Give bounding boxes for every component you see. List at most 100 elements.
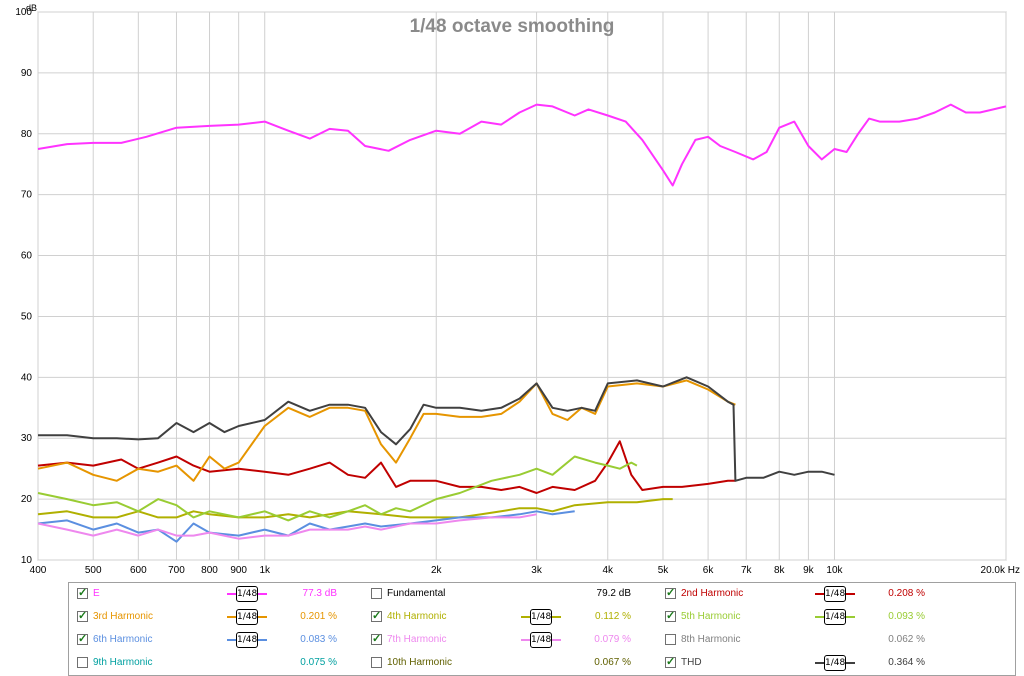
smoothing-label: 1/48	[824, 609, 846, 625]
legend-value: 0.067 %	[594, 657, 631, 668]
x-tick-label: 6k	[703, 565, 715, 576]
series-line-7th-harmonic	[37, 513, 537, 540]
distortion-chart: 10 20 30 40 50 60 70 80 90 100 400 500 600 700 800 900 1…	[15, 3, 1020, 576]
legend-checkbox-9th-harmonic[interactable]	[77, 657, 88, 668]
x-tick-label: 20.0k Hz	[981, 565, 1020, 576]
legend-checkbox-10th-harmonic[interactable]	[371, 657, 382, 668]
legend-smoothing-button[interactable]: 1/48	[227, 609, 267, 625]
y-tick-label: 10	[21, 555, 33, 566]
y-tick-label: 80	[21, 129, 33, 140]
x-tick-label: 3k	[531, 565, 543, 576]
legend-label: 10th Harmonic	[387, 657, 453, 668]
legend-item: 9th Harmonic 0.075 %	[77, 655, 363, 673]
x-tick-label: 400	[30, 565, 47, 576]
y-tick-label: 100	[15, 7, 32, 18]
smoothing-label: 1/48	[824, 655, 846, 671]
y-tick-label: 40	[21, 372, 33, 383]
legend-value: 0.079 %	[594, 634, 631, 645]
legend-value: 77.3 dB	[302, 588, 337, 599]
legend-smoothing-button[interactable]: 1/48	[521, 609, 561, 625]
legend-item: ✓ 7th Harmonic 1/48 0.079 %	[371, 632, 657, 650]
y-tick-label: 60	[21, 251, 33, 262]
legend-item: ✓ 3rd Harmonic 1/48 0.201 %	[77, 609, 363, 627]
legend-item: 8th Harmonic 0.062 %	[665, 632, 951, 650]
legend-value: 79.2 dB	[596, 588, 631, 599]
series-line-3rd-harmonic	[37, 379, 736, 482]
legend-checkbox-fundamental[interactable]	[371, 588, 382, 599]
legend-label: 8th Harmonic	[681, 634, 741, 645]
x-tick-label: 700	[168, 565, 185, 576]
legend-item: 10th Harmonic 0.067 %	[371, 655, 657, 673]
x-tick-label: 800	[201, 565, 218, 576]
legend-label: E	[93, 588, 100, 599]
legend-checkbox-4th-harmonic[interactable]: ✓	[371, 610, 382, 622]
legend-label: 2nd Harmonic	[681, 588, 744, 599]
smoothing-label: 1/48	[824, 586, 846, 602]
legend-label: 4th Harmonic	[387, 611, 447, 622]
legend-label: 6th Harmonic	[93, 634, 153, 645]
x-tick-label: 8k	[774, 565, 786, 576]
series-line-2nd-harmonic	[37, 440, 736, 494]
x-tick-label: 2k	[431, 565, 443, 576]
smoothing-label: 1/48	[236, 609, 258, 625]
legend-checkbox-8th-harmonic[interactable]	[665, 634, 676, 645]
legend-value: 0.364 %	[888, 657, 925, 668]
legend-value: 0.201 %	[300, 611, 337, 622]
legend-checkbox-7th-harmonic[interactable]: ✓	[371, 633, 382, 645]
legend-item: ✓ 2nd Harmonic 1/48 0.208 %	[665, 586, 951, 604]
y-tick-label: 30	[21, 433, 33, 444]
x-tick-label: 9k	[803, 565, 815, 576]
x-tick-label: 500	[85, 565, 102, 576]
legend-smoothing-button[interactable]: 1/48	[227, 632, 267, 648]
legend-checkbox-5th-harmonic[interactable]: ✓	[665, 610, 676, 622]
legend-label: 9th Harmonic	[93, 657, 153, 668]
x-tick-label: 900	[230, 565, 247, 576]
legend-item: ✓ E 1/48 77.3 dB	[77, 586, 363, 604]
y-tick-label: 70	[21, 190, 33, 201]
legend-checkbox-2nd-harmonic[interactable]: ✓	[665, 587, 676, 599]
x-tick-label: 10k	[826, 565, 843, 576]
y-axis-unit: dB	[26, 3, 37, 13]
legend-checkbox-e[interactable]: ✓	[77, 587, 88, 599]
legend-item: ✓ THD 1/48 0.364 %	[665, 655, 951, 673]
legend-checkbox-6th-harmonic[interactable]: ✓	[77, 633, 88, 645]
legend-value: 0.208 %	[888, 588, 925, 599]
smoothing-label: 1/48	[530, 632, 552, 648]
series-group	[37, 103, 1007, 543]
legend-item: ✓ 5th Harmonic 1/48 0.093 %	[665, 609, 951, 627]
legend-smoothing-button[interactable]: 1/48	[815, 609, 855, 625]
axes: 10 20 30 40 50 60 70 80 90 100 400 500 600 700 800 900 1…	[15, 7, 1020, 576]
chart-title: 1/48 octave smoothing	[410, 16, 615, 37]
legend-smoothing-button[interactable]: 1/48	[521, 632, 561, 648]
legend-smoothing-button[interactable]: 1/48	[815, 655, 855, 671]
legend-value: 0.112 %	[595, 611, 631, 622]
legend-label: 7th Harmonic	[387, 634, 447, 645]
series-line-4th-harmonic	[37, 498, 673, 519]
legend-smoothing-button[interactable]: 1/48	[815, 586, 855, 602]
legend-checkbox-thd[interactable]: ✓	[665, 656, 676, 668]
series-line-5th-harmonic	[37, 455, 638, 522]
legend-label: 5th Harmonic	[681, 611, 741, 622]
legend-item: ✓ 6th Harmonic 1/48 0.083 %	[77, 632, 363, 650]
smoothing-label: 1/48	[236, 632, 258, 648]
x-tick-label: 1k	[259, 565, 271, 576]
legend-smoothing-button[interactable]: 1/48	[227, 586, 267, 602]
legend-value: 0.075 %	[300, 657, 337, 668]
x-tick-label: 4k	[602, 565, 614, 576]
y-tick-label: 90	[21, 68, 33, 79]
legend-item: ✓ 4th Harmonic 1/48 0.112 %	[371, 609, 657, 627]
y-tick-label: 20	[21, 494, 33, 505]
legend-label: 3rd Harmonic	[93, 611, 154, 622]
legend-item: Fundamental 79.2 dB	[371, 586, 657, 604]
legend-value: 0.083 %	[300, 634, 337, 645]
series-line-e	[37, 103, 1007, 187]
legend-label: THD	[681, 657, 702, 668]
x-tick-label: 7k	[741, 565, 753, 576]
y-tick-label: 50	[21, 311, 33, 322]
legend-value: 0.093 %	[888, 611, 925, 622]
legend-checkbox-3rd-harmonic[interactable]: ✓	[77, 610, 88, 622]
series-line-thd	[38, 376, 835, 482]
smoothing-label: 1/48	[530, 609, 552, 625]
legend-panel: ✓ E 1/48 77.3 dB Fundamental 79.2 dB ✓ 2nd Harm…	[68, 582, 1016, 676]
x-tick-label: 600	[130, 565, 147, 576]
